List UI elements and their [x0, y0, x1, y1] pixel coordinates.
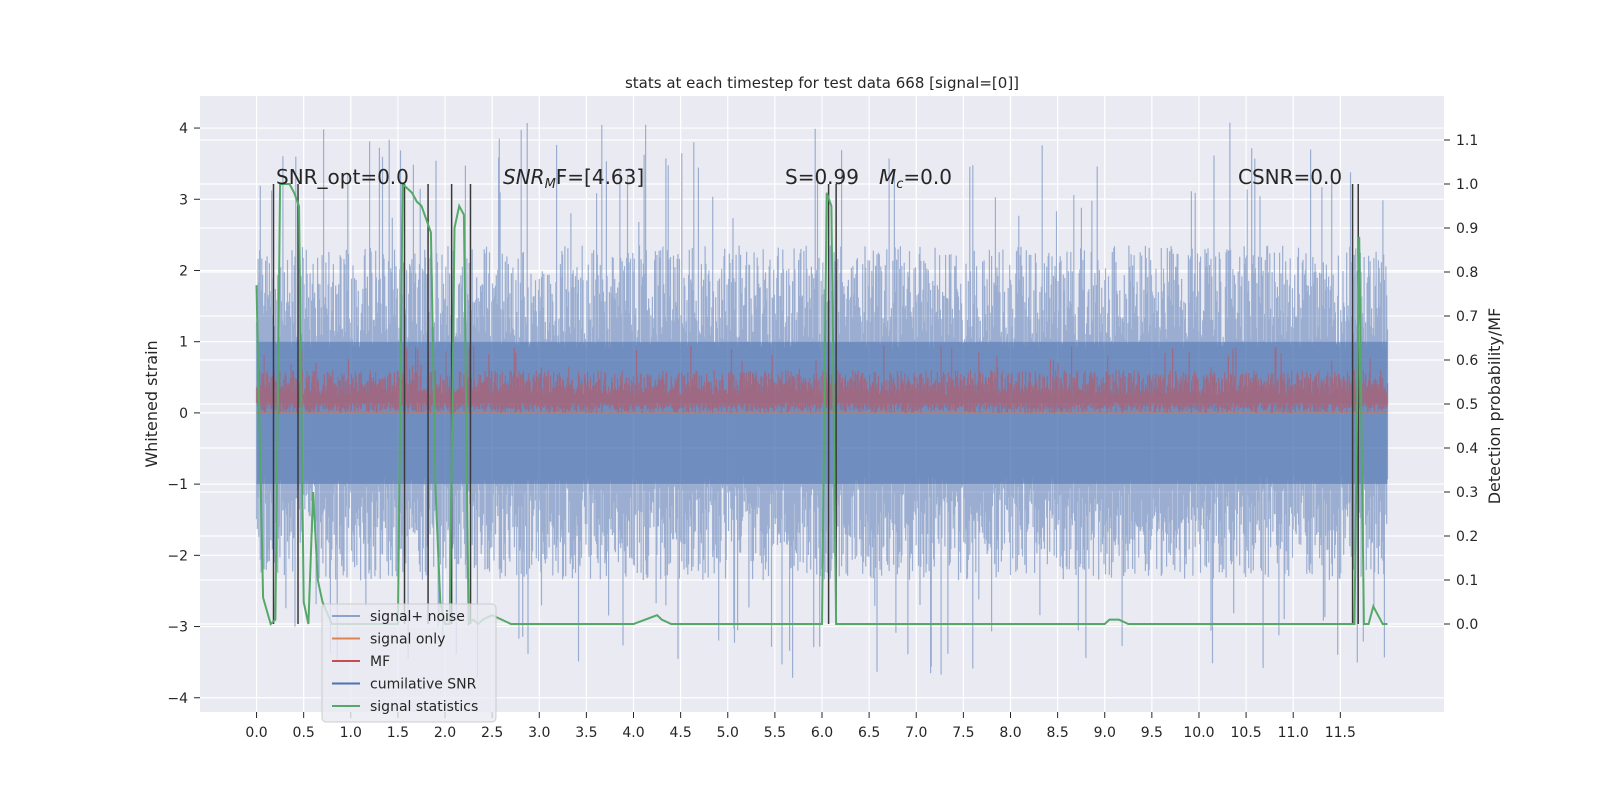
x-tick-label: 9.0	[1094, 725, 1116, 741]
y2-tick-label: 0.3	[1456, 485, 1478, 501]
x-tick-label: 0.5	[293, 725, 315, 741]
y-tick-label: 1	[179, 335, 188, 351]
x-tick-label: 4.0	[622, 725, 644, 741]
legend-label: signal+ noise	[370, 609, 465, 625]
x-tick-label: 3.5	[575, 725, 597, 741]
legend-box	[321, 603, 497, 723]
x-tick-label: 3.0	[528, 725, 550, 741]
x-tick-label: 10.5	[1231, 725, 1262, 741]
y2-tick-label: 0.2	[1456, 529, 1478, 545]
x-tick-label: 7.0	[905, 725, 927, 741]
y-tick-label: 2	[179, 263, 188, 279]
legend-label: signal statistics	[370, 699, 478, 715]
x-tick-label: 8.5	[1046, 725, 1068, 741]
annotation-mc-main: M	[879, 165, 896, 189]
series-signal-statistics	[255, 181, 1388, 627]
x-tick-label: 4.5	[670, 725, 692, 741]
x-tick-label: 6.5	[858, 725, 880, 741]
y2-tick-label: 0.4	[1456, 441, 1478, 457]
right-y-axis: 1.1 1.0 0.9 0.8 0.7 0.6 0.5 0.4 0.3 0.2 0.1 0.0	[1444, 133, 1478, 633]
annotation-snr-mf: SNRMF=[4.63]	[503, 165, 644, 192]
y2-tick-label: 0.1	[1456, 573, 1478, 589]
x-tick-label: 2.0	[434, 725, 456, 741]
y-axis-label: Whitened strain	[142, 340, 161, 467]
x-tick-label: 2.5	[481, 725, 503, 741]
legend-label: signal only	[370, 632, 445, 648]
legend: signal+ noise signal only MF cumilative SNR…	[321, 603, 497, 723]
y2-tick-label: 1.1	[1456, 133, 1478, 149]
y-tick-label: −1	[167, 477, 188, 493]
chart-title: stats at each timestep for test data 668…	[625, 74, 1019, 92]
y2-axis-label: Detection probability/MF	[1485, 308, 1504, 505]
x-tick-label: 1.5	[387, 725, 409, 741]
annotation-mc-rest: =0.0	[903, 165, 952, 189]
x-tick-label: 9.5	[1141, 725, 1163, 741]
annotation-csnr: CSNR=0.0	[1238, 165, 1342, 189]
y2-tick-label: 1.0	[1456, 177, 1478, 193]
left-y-axis: 4 3 2 1 0 −1 −2 −3 −4	[167, 121, 200, 707]
annotation-snr-opt: SNR_opt=0.0	[276, 165, 409, 189]
x-tick-label: 0.0	[245, 725, 267, 741]
y-tick-label: 4	[179, 121, 188, 137]
x-tick-label: 5.5	[764, 725, 786, 741]
x-tick-label: 7.5	[952, 725, 974, 741]
annotation-snr-mf-sub: M	[545, 177, 556, 192]
x-tick-label: 10.0	[1183, 725, 1214, 741]
x-tick-label: 6.0	[811, 725, 833, 741]
annotation-mc: Mc=0.0	[879, 165, 952, 192]
x-axis: 0.0 0.5 1.0 1.5 2.0 2.5 3.0 3.5 4.0 4.5 5.0 5.5 6.0 6…	[245, 712, 1356, 741]
legend-label: MF	[370, 654, 390, 670]
y-tick-label: 0	[179, 406, 188, 422]
annotation-snr-mf-rest: F=[4.63]	[556, 165, 644, 189]
legend-label: cumilative SNR	[370, 677, 477, 693]
series-layer	[255, 122, 1389, 678]
x-tick-label: 5.0	[717, 725, 739, 741]
y2-tick-label: 0.0	[1456, 617, 1478, 633]
annotation-mc-sub: c	[896, 177, 903, 192]
x-tick-label: 8.0	[999, 725, 1021, 741]
y2-tick-label: 0.5	[1456, 397, 1478, 413]
y-tick-label: −2	[167, 548, 188, 564]
y-tick-label: 3	[179, 192, 188, 208]
y-tick-label: −4	[167, 691, 188, 707]
y2-tick-label: 0.7	[1456, 309, 1478, 325]
x-tick-label: 11.0	[1278, 725, 1309, 741]
x-tick-label: 1.0	[340, 725, 362, 741]
y2-tick-label: 0.8	[1456, 265, 1478, 281]
annotation-snr-mf-main: SNR	[503, 165, 545, 189]
series-mf	[255, 345, 1389, 413]
y2-tick-label: 0.9	[1456, 221, 1478, 237]
x-tick-label: 11.5	[1325, 725, 1356, 741]
annotation-s: S=0.99	[785, 165, 859, 189]
y2-tick-label: 0.6	[1456, 353, 1478, 369]
y-tick-label: −3	[167, 620, 188, 636]
